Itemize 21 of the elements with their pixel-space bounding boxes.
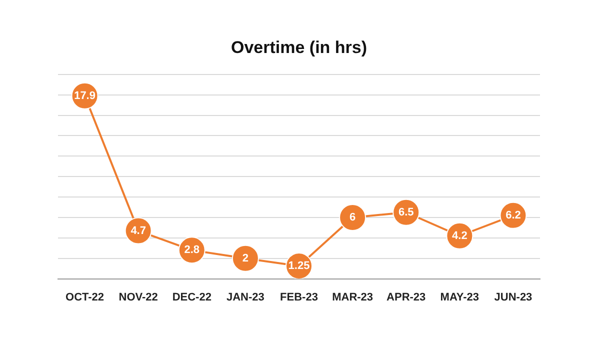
x-tick-label: APR-23 — [386, 291, 426, 304]
data-label: 4.2 — [452, 230, 468, 242]
x-tick-label: MAR-23 — [332, 291, 374, 304]
data-label: 1.25 — [288, 260, 310, 272]
x-tick-label: MAY-23 — [440, 291, 480, 304]
data-label: 2.8 — [184, 244, 200, 256]
data-label: 2 — [242, 252, 249, 264]
x-tick-label: JUN-23 — [494, 291, 532, 304]
point — [232, 244, 259, 272]
data-label: 4.7 — [130, 224, 146, 237]
x-tick-label: FEB-23 — [280, 291, 318, 304]
data-label: 6 — [349, 212, 356, 224]
point — [339, 204, 366, 231]
data-label: 6.5 — [398, 206, 414, 218]
data-label: 6.2 — [506, 209, 521, 222]
x-tick-label: DEC-22 — [172, 291, 212, 304]
x-tick-label: NOV-22 — [118, 291, 158, 304]
x-tick-label: OCT-22 — [66, 291, 104, 304]
data-label: 17.9 — [74, 90, 96, 102]
x-tick-label: JAN-23 — [226, 291, 264, 304]
chart-title: Overtime (in hrs) — [230, 38, 368, 57]
